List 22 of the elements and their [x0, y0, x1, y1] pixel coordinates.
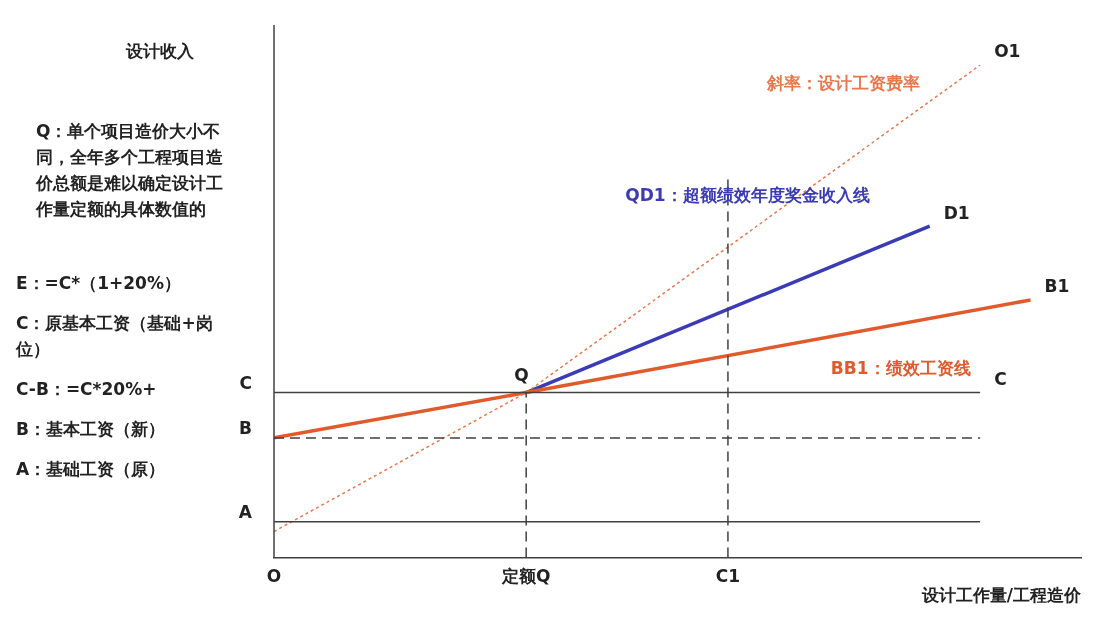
y-axis-title: 设计收入 — [126, 40, 195, 63]
x-tick-label: C1 — [715, 566, 741, 587]
annotation: D1 — [943, 202, 970, 223]
annotation: B — [239, 418, 252, 439]
annotation: C — [994, 369, 1007, 389]
text: C：原基本工资（基础+岗位） — [16, 312, 214, 361]
x-tick-label: 定额Q — [500, 566, 551, 587]
text: QD1：超额绩效年度奖金收入线 — [625, 184, 870, 205]
series-label: BB1：绩效工资线 — [830, 358, 971, 379]
series-label: 斜率：设计工资费率 — [766, 73, 921, 94]
annotation: C — [239, 373, 252, 393]
text: E：=C*（1+20%） — [16, 272, 182, 295]
text: C-B：=C*20%+ — [16, 378, 158, 401]
annotation: Q — [514, 364, 529, 385]
text: O1 — [994, 41, 1021, 62]
annotation: B1 — [1044, 276, 1070, 297]
text: A：基础工资（原） — [16, 458, 167, 481]
text: Q：单个项目造价大小不同，全年多个工程项目造价总额是难以确定设计工作量定额的具体数值的 — [36, 120, 224, 221]
annotation: A — [238, 502, 253, 523]
x-tick-label: O — [266, 566, 282, 587]
x-axis-title: 设计工作量/工程造价 — [920, 584, 1082, 605]
text: B：基本工资（新） — [16, 418, 166, 441]
